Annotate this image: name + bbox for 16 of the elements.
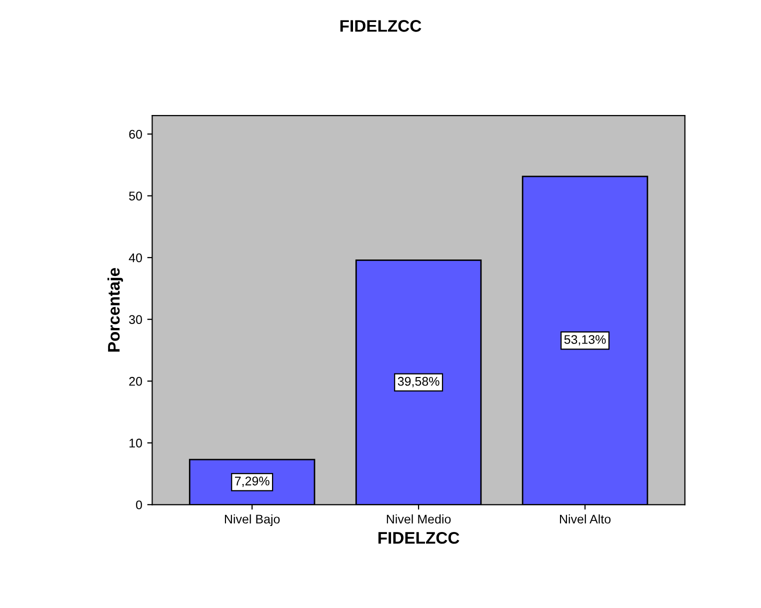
x-tick-label: Nivel Alto <box>560 514 611 524</box>
y-tick-label: 60 <box>129 130 142 139</box>
x-tick-label: Nivel Medio <box>386 514 451 524</box>
data-label: 53,13% <box>564 335 606 346</box>
x-tick-label: Nivel Bajo <box>224 514 280 526</box>
y-tick-label: 50 <box>129 192 142 200</box>
y-axis-title: Porcentaje <box>107 268 124 352</box>
y-tick-label: 20 <box>129 376 142 386</box>
y-tick-label: 10 <box>130 438 142 448</box>
y-tick-label: 30 <box>129 315 142 324</box>
chart-title: FIDELZCC <box>340 20 422 32</box>
y-tick-label: 0 <box>136 500 142 510</box>
data-label: 7,29% <box>235 476 270 487</box>
y-tick-label: 40 <box>128 253 142 262</box>
data-label: 39,58% <box>398 376 440 388</box>
x-axis-title: FIDELZCC <box>378 532 460 544</box>
